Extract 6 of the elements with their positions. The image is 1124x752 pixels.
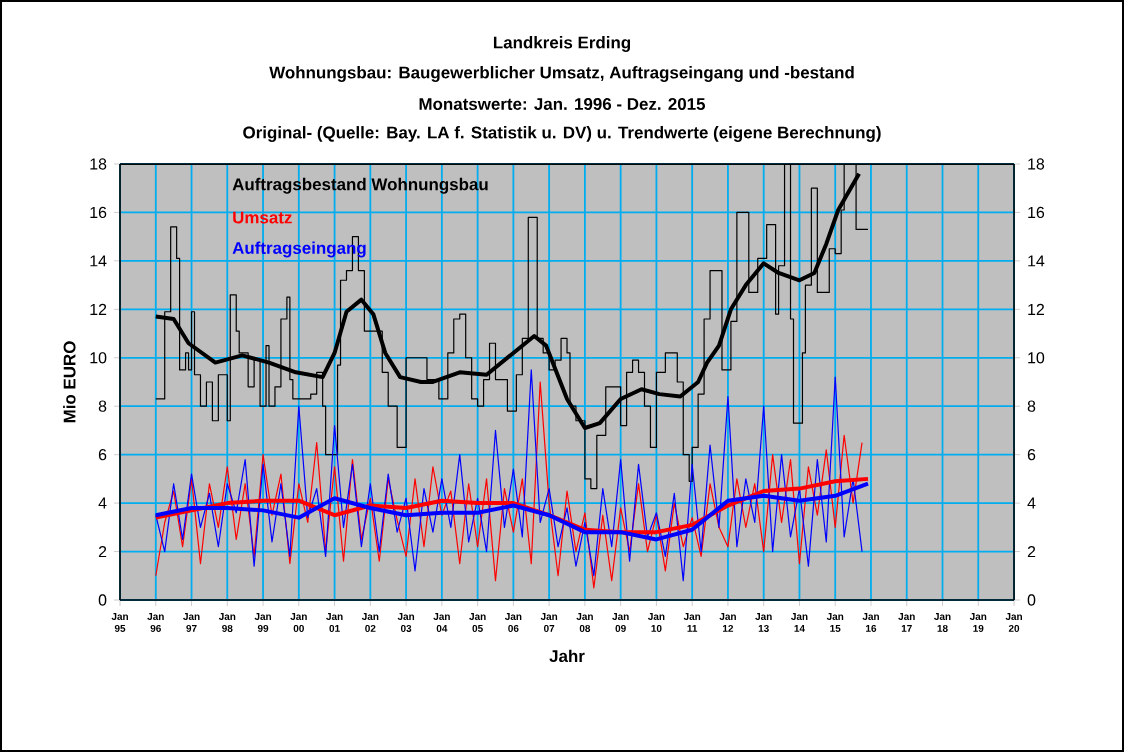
- text: Original- (Quelle: Bay. LA f. Statistik u. DV) u. Trendwerte (eigene Berechnung): [243, 126, 881, 142]
- x-axis-title: Jahr: [549, 649, 585, 663]
- chart-title: Landkreis Erding: [493, 36, 631, 52]
- chart-subtitle: Wohnungsbau: Baugewerblicher Umsatz, Auftragseingang und -bestand: [269, 66, 854, 82]
- y-axis-title: Mio EURO: [63, 341, 76, 423]
- text: Monatswerte: Jan. 1996 - Dez. 2015: [419, 98, 706, 110]
